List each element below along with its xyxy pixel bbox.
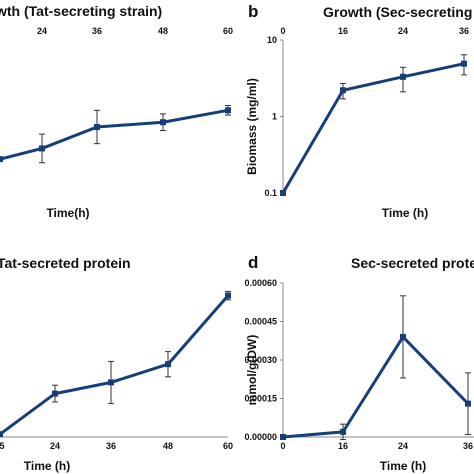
y-tick-label: 0.1 bbox=[264, 188, 277, 198]
x-tick-label: 24 bbox=[398, 441, 408, 451]
series-line-2 bbox=[0, 294, 230, 436]
x-axis-label-3: Time (h) bbox=[380, 459, 426, 473]
data-point bbox=[0, 431, 3, 438]
x-tick-label: 0 bbox=[280, 441, 285, 451]
chart-title-2: Tat-secreted protein bbox=[0, 255, 131, 271]
y-tick-label: 0.00045 bbox=[244, 317, 277, 327]
data-point bbox=[52, 390, 58, 397]
data-point bbox=[461, 60, 467, 67]
x-tick-label: 5 bbox=[0, 441, 5, 451]
y-tick-label: 0.00015 bbox=[244, 394, 277, 404]
y-tick-label: 0.00060 bbox=[244, 278, 277, 288]
chart-title-0: wth (Tat-secreting strain) bbox=[0, 3, 162, 19]
data-point bbox=[165, 361, 171, 368]
data-point bbox=[225, 107, 231, 114]
x-tick-label: 24 bbox=[398, 26, 408, 36]
chart-title-1: Growth (Sec-secreting bbox=[323, 4, 472, 20]
x-tick-label: 60 bbox=[223, 441, 233, 451]
y-tick-label: 1 bbox=[272, 112, 277, 122]
data-point bbox=[340, 87, 346, 94]
data-point bbox=[400, 333, 406, 340]
panel-label-b: b bbox=[248, 2, 258, 21]
x-tick-label: 36 bbox=[463, 441, 473, 451]
data-point bbox=[225, 292, 231, 299]
x-tick-label: 0 bbox=[280, 26, 285, 36]
data-point bbox=[39, 145, 45, 152]
y-axis-label-1: Biomass (mg/ml) bbox=[245, 78, 259, 175]
x-tick-label: 36 bbox=[92, 26, 102, 36]
y-tick-label: 0.00030 bbox=[244, 355, 277, 365]
chart-title-3: Sec-secreted prote bbox=[351, 255, 474, 271]
data-point bbox=[108, 379, 114, 386]
panel-label-d: d bbox=[248, 253, 258, 272]
x-tick-label: 16 bbox=[338, 441, 348, 451]
data-point bbox=[0, 156, 3, 163]
data-point bbox=[340, 428, 346, 435]
y-tick-label: 10 bbox=[267, 35, 277, 45]
y-axis-label-3: mmol/g(DW) bbox=[245, 335, 259, 406]
x-tick-label: 48 bbox=[163, 441, 173, 451]
x-axis-label-2: Time (h) bbox=[24, 459, 70, 473]
x-axis-label-1: Time (h) bbox=[382, 206, 428, 220]
x-tick-label: 36 bbox=[459, 26, 469, 36]
data-point bbox=[280, 434, 286, 440]
series-line-0 bbox=[0, 108, 229, 161]
data-point bbox=[94, 123, 100, 130]
x-tick-label: 24 bbox=[50, 441, 60, 451]
data-point bbox=[400, 73, 406, 80]
x-tick-label: 48 bbox=[158, 26, 168, 36]
y-tick-label: 0.00000 bbox=[244, 432, 277, 442]
data-point bbox=[280, 190, 286, 196]
series-line-3 bbox=[282, 335, 470, 439]
x-tick-label: 24 bbox=[37, 26, 47, 36]
x-tick-label: 60 bbox=[223, 26, 233, 36]
x-axis-label-0: Time(h) bbox=[46, 206, 89, 220]
x-tick-label: 16 bbox=[338, 26, 348, 36]
x-tick-label: 36 bbox=[106, 441, 116, 451]
series-line-1 bbox=[281, 62, 465, 194]
data-point bbox=[160, 119, 166, 126]
data-point bbox=[465, 400, 471, 407]
